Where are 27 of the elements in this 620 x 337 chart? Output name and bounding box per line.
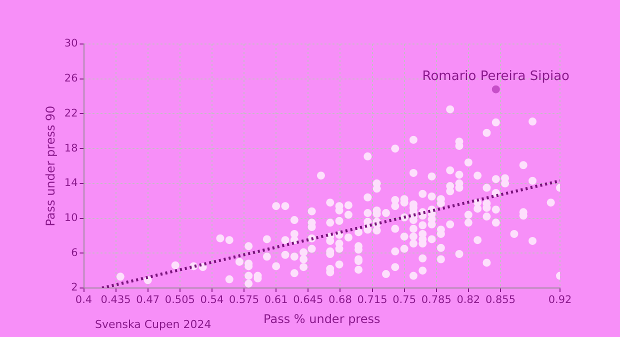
x-tick-label: 0.715 bbox=[357, 294, 388, 306]
x-tick-label: 0.435 bbox=[100, 294, 131, 306]
y-tick-label: 14 bbox=[64, 177, 78, 190]
y-tick-label: 22 bbox=[64, 107, 78, 120]
y-tick-label: 10 bbox=[64, 212, 78, 224]
y-axis-title: Pass under press 90 bbox=[43, 106, 58, 226]
x-tick-label: 0.785 bbox=[421, 294, 452, 306]
x-tick-label: 0.92 bbox=[548, 294, 572, 306]
x-axis-title: Pass % under press bbox=[264, 312, 380, 326]
x-tick-label: 0.68 bbox=[328, 294, 352, 306]
annotation: Romario Pereira Sipiao bbox=[422, 69, 570, 84]
y-tick-label: 18 bbox=[64, 142, 78, 154]
text: Svenska Cupen 2024 bbox=[95, 318, 212, 331]
y-tick-label: 30 bbox=[64, 38, 78, 50]
x-tick-label: 0.47 bbox=[136, 294, 160, 306]
x-tick-label: 0.645 bbox=[293, 294, 324, 306]
x-tick-label: 0.4 bbox=[75, 294, 92, 306]
x-tick-label: 0.54 bbox=[200, 294, 224, 306]
x-tick-label: 0.61 bbox=[264, 294, 288, 306]
y-tick-label: 26 bbox=[64, 72, 78, 85]
y-tick-label: 6 bbox=[71, 246, 78, 259]
x-tick-label: 0.575 bbox=[229, 294, 260, 306]
x-tick-label: 0.505 bbox=[164, 294, 195, 306]
x-tick-label: 0.82 bbox=[456, 294, 480, 306]
x-tick-label: 0.855 bbox=[485, 294, 516, 306]
y-tick-label: 2 bbox=[71, 282, 78, 294]
x-tick-label: 0.75 bbox=[392, 294, 416, 306]
